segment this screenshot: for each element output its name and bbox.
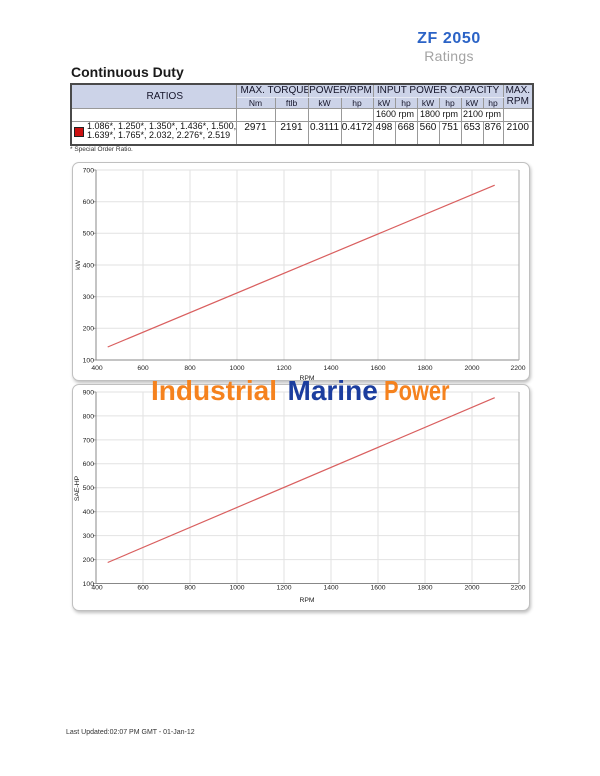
svg-text:400: 400 — [83, 262, 95, 269]
svg-text:400: 400 — [91, 365, 103, 372]
svg-text:1000: 1000 — [229, 585, 244, 592]
svg-text:RPM: RPM — [299, 375, 314, 381]
svg-text:500: 500 — [83, 485, 95, 492]
svg-text:1600: 1600 — [370, 585, 385, 592]
svg-text:2000: 2000 — [464, 585, 479, 592]
svg-text:1800: 1800 — [417, 365, 432, 372]
svg-text:1600: 1600 — [370, 365, 385, 372]
svg-text:100: 100 — [83, 357, 95, 364]
svg-text:600: 600 — [83, 461, 95, 468]
svg-text:SAE-HP: SAE-HP — [74, 475, 81, 501]
svg-text:1200: 1200 — [276, 585, 291, 592]
svg-text:1400: 1400 — [323, 365, 338, 372]
svg-text:600: 600 — [137, 365, 149, 372]
svg-text:2200: 2200 — [510, 585, 525, 592]
svg-text:700: 700 — [83, 437, 95, 444]
svg-text:900: 900 — [83, 389, 95, 396]
svg-text:1400: 1400 — [323, 585, 338, 592]
svg-text:200: 200 — [83, 326, 95, 333]
svg-text:400: 400 — [83, 509, 95, 516]
svg-text:800: 800 — [184, 585, 196, 592]
svg-text:800: 800 — [83, 413, 95, 420]
svg-text:1800: 1800 — [417, 585, 432, 592]
svg-text:400: 400 — [91, 585, 103, 592]
svg-text:2200: 2200 — [510, 365, 525, 372]
svg-text:600: 600 — [83, 199, 95, 206]
svg-text:200: 200 — [83, 557, 95, 564]
svg-text:800: 800 — [184, 365, 196, 372]
svg-text:300: 300 — [83, 294, 95, 301]
svg-text:100: 100 — [83, 581, 95, 588]
svg-text:300: 300 — [83, 533, 95, 540]
svg-text:1200: 1200 — [276, 365, 291, 372]
svg-text:500: 500 — [83, 231, 95, 238]
svg-text:600: 600 — [137, 585, 149, 592]
svg-text:2000: 2000 — [464, 365, 479, 372]
svg-text:kW: kW — [75, 260, 82, 270]
svg-text:RPM: RPM — [299, 597, 314, 604]
svg-text:700: 700 — [83, 167, 95, 174]
svg-text:1000: 1000 — [229, 365, 244, 372]
